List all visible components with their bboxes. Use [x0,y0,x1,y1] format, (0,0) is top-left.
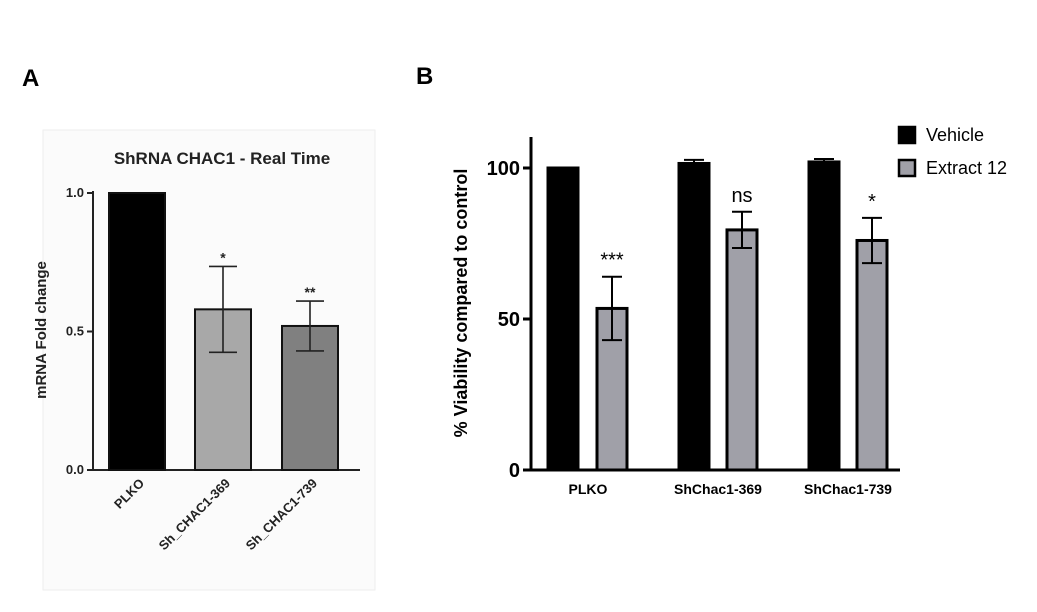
chart-b-bar-vehicle [546,166,580,472]
chart-a-y-ticks: 0.0 0.5 1.0 [66,185,93,477]
chart-b-y-tick-label: 50 [498,309,520,331]
chart-b-bar-extract [595,306,629,472]
chart-b-bars: *** ns * [546,157,889,472]
chart-b-axes [529,137,900,472]
chart-b-y-tick-label: 100 [487,158,520,180]
chart-b-category-label: ShChac1-739 [804,481,892,497]
chart-b-error-bar [732,210,752,250]
chart-a-error-bar [209,265,237,354]
chart-b-y-ticks: 0 50 100 [487,158,531,482]
panel-letter-b: B [416,63,433,90]
chart-a-bar [194,308,252,471]
chart-a-y-tick-label: 0.5 [66,324,84,339]
chart-b-y-axis-label: % Viability compared to control [451,169,471,438]
chart-b-category-label: ShChac1-369 [674,481,762,497]
chart-b-y-tick-label: 0 [509,460,520,482]
chart-b: % Viability compared to control 0 50 100 *… [451,125,1007,497]
chart-a-y-axis-label: mRNA Fold change [33,261,50,399]
chart-a-title: ShRNA CHAC1 - Real Time [114,149,330,168]
chart-b-error-bar [684,158,704,169]
chart-a: ShRNA CHAC1 - Real Time mRNA Fold change… [33,129,376,591]
chart-b-legend-item: Vehicle [897,125,984,145]
chart-a-significance-label: ** [305,284,316,300]
chart-b-bar-vehicle [677,161,711,472]
panel-letter-a: A [22,65,39,92]
chart-b-significance-label: ns [731,185,752,207]
chart-a-bar [108,192,166,471]
chart-b-legend-swatch [897,158,917,178]
chart-b-legend-label: Extract 12 [926,158,1007,178]
chart-a-y-tick-label: 0.0 [66,462,84,477]
chart-b-error-bar [862,216,882,265]
chart-b-error-bar [602,275,622,342]
chart-b-bar-extract [725,228,759,472]
chart-a-bars: *** [108,192,339,471]
chart-b-bar-extract [855,238,889,472]
chart-b-legend-item: Extract 12 [897,158,1007,178]
chart-b-error-bar [814,157,834,166]
chart-b-legend: Vehicle Extract 12 [897,125,1007,178]
chart-a-error-bar [296,300,324,352]
chart-b-category-label: PLKO [569,481,608,497]
chart-b-category-labels: PLKO ShChac1-369 ShChac1-739 [569,481,893,497]
chart-b-significance-label: * [868,191,876,213]
chart-b-legend-label: Vehicle [926,125,984,145]
chart-b-significance-label: *** [600,250,624,272]
chart-b-bar-vehicle [807,160,841,472]
chart-b-legend-swatch [897,125,917,145]
chart-a-y-tick-label: 1.0 [66,185,84,200]
chart-a-significance-label: * [220,249,226,265]
